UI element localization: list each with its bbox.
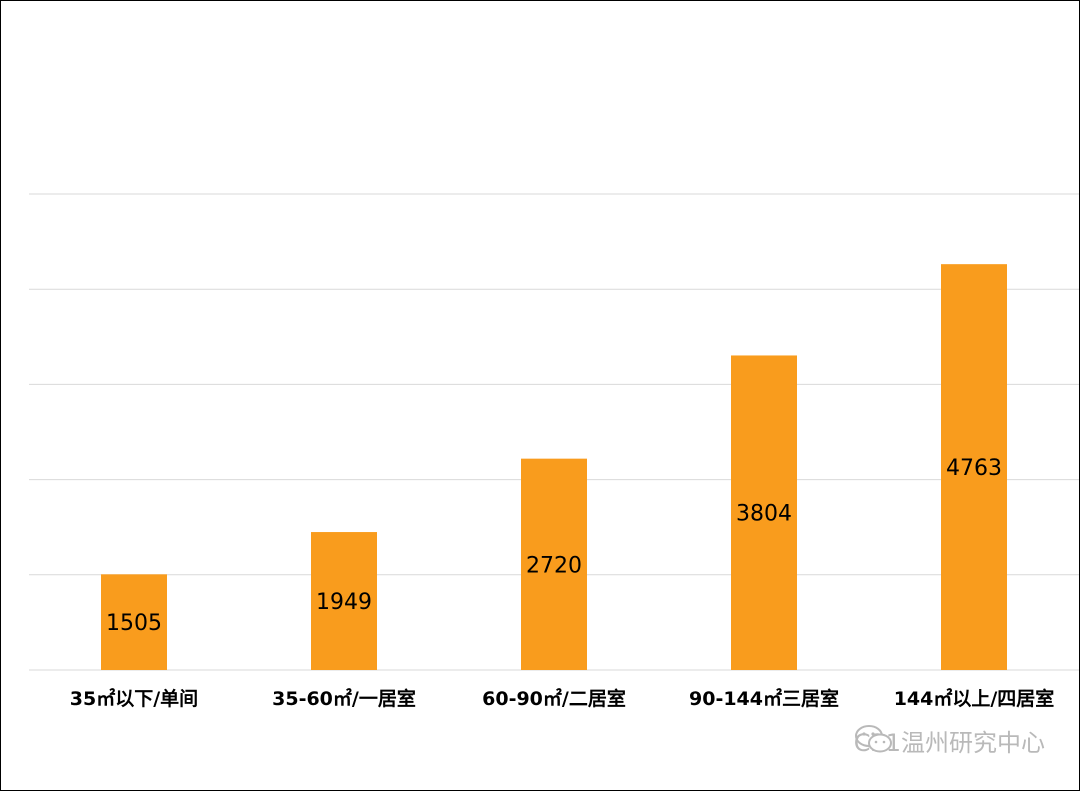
watermark: C21温州研究中心 bbox=[854, 723, 1045, 758]
bar bbox=[941, 264, 1007, 670]
category-label: 144㎡以上/四居室 bbox=[894, 687, 1055, 710]
wechat-icon bbox=[854, 725, 892, 753]
data-labels: 1505 1949 2720 3804 4763 bbox=[106, 456, 1002, 636]
bar bbox=[311, 532, 377, 670]
data-label: 2720 bbox=[526, 553, 582, 578]
category-label: 35-60㎡/一居室 bbox=[272, 687, 416, 710]
data-label: 3804 bbox=[736, 502, 792, 527]
category-label: 60-90㎡/二居室 bbox=[482, 687, 626, 710]
data-label: 1505 bbox=[106, 611, 162, 636]
category-labels: 35㎡以下/单间 35-60㎡/一居室 60-90㎡/二居室 90-144㎡三居室 14… bbox=[70, 687, 1055, 710]
data-label: 4763 bbox=[946, 456, 1002, 481]
bar bbox=[101, 574, 167, 670]
bars bbox=[101, 264, 1007, 670]
category-label: 35㎡以下/单间 bbox=[70, 687, 198, 710]
category-label: 90-144㎡三居室 bbox=[689, 687, 839, 710]
bar bbox=[731, 355, 797, 670]
data-label: 1949 bbox=[316, 590, 372, 615]
bar bbox=[521, 458, 587, 670]
